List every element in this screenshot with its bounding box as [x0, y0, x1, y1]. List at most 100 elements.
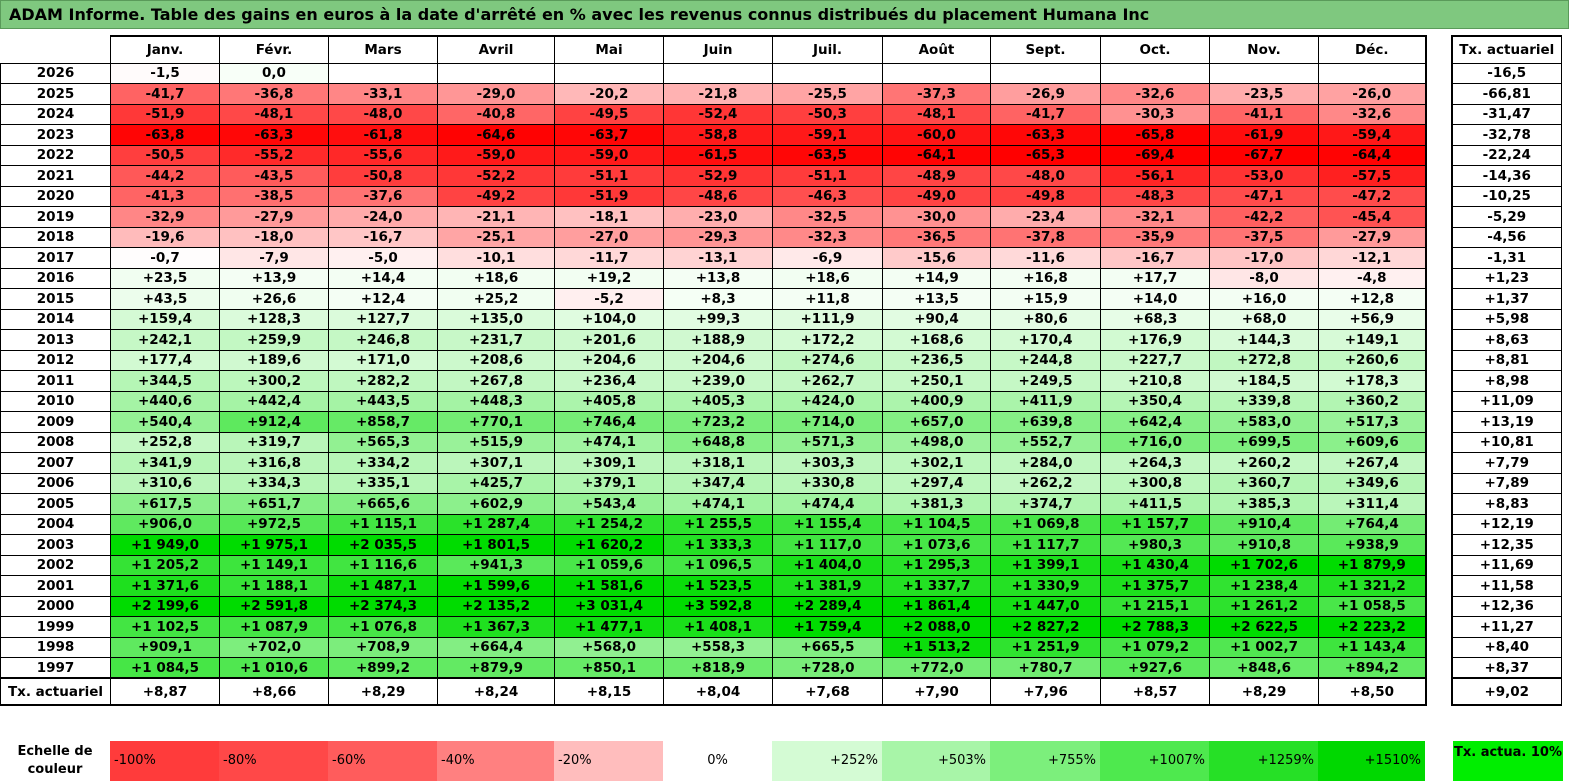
table-row: 2018 -19,6 -18,0 -16,7 -25,1 -27,0 -29,3 -32,3-…: [0, 226, 1562, 248]
value-cell: +1 143,4: [1318, 636, 1426, 658]
value-cell: +236,5: [882, 349, 991, 371]
value-cell: +899,2: [328, 657, 438, 679]
value-cell: +2 035,5: [328, 534, 438, 556]
value-cell: +56,9: [1318, 308, 1426, 330]
table-row: 2019 -32,9 -27,9 -24,0 -21,1 -18,1 -23,0 -32,5-…: [0, 206, 1562, 228]
value-cell: -49,0: [882, 185, 991, 207]
value-cell: +244,8: [990, 349, 1101, 371]
column-gap: [1424, 493, 1453, 514]
value-cell: -26,0: [1318, 83, 1426, 105]
value-cell: [990, 62, 1101, 84]
value-cell: +716,0: [1100, 431, 1210, 453]
value-cell: +474,1: [554, 431, 664, 453]
table-row: 2009 +540,4 +912,4 +858,7 +770,1 +746,4 +723,2…: [0, 411, 1562, 433]
value-cell: +699,5: [1209, 431, 1319, 453]
value-cell: -51,1: [554, 165, 664, 187]
value-cell: [554, 62, 664, 84]
value-cell: +442,4: [219, 390, 329, 412]
value-cell: -38,5: [219, 185, 329, 207]
value-cell: +1 523,5: [663, 575, 773, 597]
value-cell: -40,8: [437, 103, 555, 125]
value-cell: -27,9: [1318, 226, 1426, 248]
value-cell: -61,9: [1209, 124, 1319, 146]
value-cell: -63,7: [554, 124, 664, 146]
scale-swatch: +1259%: [1209, 741, 1318, 781]
rate-cell: -32,78: [1451, 124, 1562, 146]
rate-cell: -22,24: [1451, 144, 1562, 166]
table-row: 2007 +341,9 +316,8 +334,2 +307,1 +309,1 +318,1…: [0, 452, 1562, 474]
table-row: 2024 -51,9 -48,1 -48,0 -40,8 -49,5 -52,4 -50,3-…: [0, 103, 1562, 125]
value-cell: -10,1: [437, 247, 555, 269]
column-gap: [1424, 411, 1453, 432]
value-cell: -13,1: [663, 247, 773, 269]
value-cell: +664,4: [437, 636, 555, 658]
rate-cell: +8,37: [1451, 657, 1562, 679]
value-cell: +2 591,8: [219, 595, 329, 617]
value-cell: +1 002,7: [1209, 636, 1319, 658]
value-cell: +723,2: [663, 411, 773, 433]
column-gap: [1424, 124, 1453, 145]
value-cell: +259,9: [219, 329, 329, 351]
value-cell: +385,3: [1209, 493, 1319, 515]
color-scale: Echelle de couleur -100% -80% -60% -40% -20%…: [0, 739, 1571, 783]
value-cell: +515,9: [437, 431, 555, 453]
value-cell: +349,6: [1318, 472, 1426, 494]
value-cell: +249,5: [990, 370, 1101, 392]
column-gap: [1424, 186, 1453, 207]
value-cell: +1 702,6: [1209, 554, 1319, 576]
value-cell: +400,9: [882, 390, 991, 412]
value-cell: +208,6: [437, 349, 555, 371]
value-cell: +617,5: [110, 493, 220, 515]
year-label: 2003: [0, 534, 111, 556]
value-cell: -61,8: [328, 124, 438, 146]
value-cell: -19,6: [110, 226, 220, 248]
column-gap: [1424, 534, 1453, 555]
value-cell: +15,9: [990, 288, 1101, 310]
value-cell: -52,4: [663, 103, 773, 125]
column-header: Déc.: [1318, 35, 1426, 64]
rate-cell: +7,89: [1451, 472, 1562, 494]
value-cell: +728,0: [772, 657, 883, 679]
value-cell: [1100, 62, 1210, 84]
value-cell: +1 447,0: [990, 595, 1101, 617]
table-row: 2002 +1 205,2 +1 149,1 +1 116,6 +941,3 +1 059…: [0, 554, 1562, 576]
value-cell: +302,1: [882, 452, 991, 474]
value-cell: +1 330,9: [990, 575, 1101, 597]
value-cell: +360,7: [1209, 472, 1319, 494]
table-row: 2008 +252,8 +319,7 +565,3 +515,9 +474,1 +648,8…: [0, 431, 1562, 453]
value-cell: -41,7: [990, 103, 1101, 125]
year-label: 2013: [0, 329, 111, 351]
value-cell: +168,6: [882, 329, 991, 351]
value-cell: -21,1: [437, 206, 555, 228]
value-cell: +972,5: [219, 513, 329, 535]
value-cell: +381,3: [882, 493, 991, 515]
value-cell: +906,0: [110, 513, 220, 535]
rate-cell: -5,29: [1451, 206, 1562, 228]
value-cell: +540,4: [110, 411, 220, 433]
value-cell: -26,9: [990, 83, 1101, 105]
value-cell: -8,0: [1209, 267, 1319, 289]
column-gap: [1424, 432, 1453, 453]
value-cell: -37,3: [882, 83, 991, 105]
value-cell: +543,4: [554, 493, 664, 515]
year-label: 2000: [0, 595, 111, 617]
value-cell: -36,5: [882, 226, 991, 248]
value-cell: +239,0: [663, 370, 773, 392]
value-cell: +2 827,2: [990, 616, 1101, 638]
value-cell: +316,8: [219, 452, 329, 474]
value-cell: +318,1: [663, 452, 773, 474]
value-cell: -36,8: [219, 83, 329, 105]
year-label: 2001: [0, 575, 111, 597]
value-cell: [772, 62, 883, 84]
value-cell: +1 381,9: [772, 575, 883, 597]
value-cell: -51,9: [110, 103, 220, 125]
value-cell: +347,4: [663, 472, 773, 494]
scale-swatch: 0%: [663, 741, 772, 781]
column-gap: [1424, 575, 1453, 596]
value-cell: +177,4: [110, 349, 220, 371]
table-row: 2015 +43,5 +26,6 +12,4 +25,2 -5,2 +8,3 +11,8 +13…: [0, 288, 1562, 310]
value-cell: +23,5: [110, 267, 220, 289]
value-cell: +665,5: [772, 636, 883, 658]
year-label: 2011: [0, 370, 111, 392]
value-cell: +474,4: [772, 493, 883, 515]
